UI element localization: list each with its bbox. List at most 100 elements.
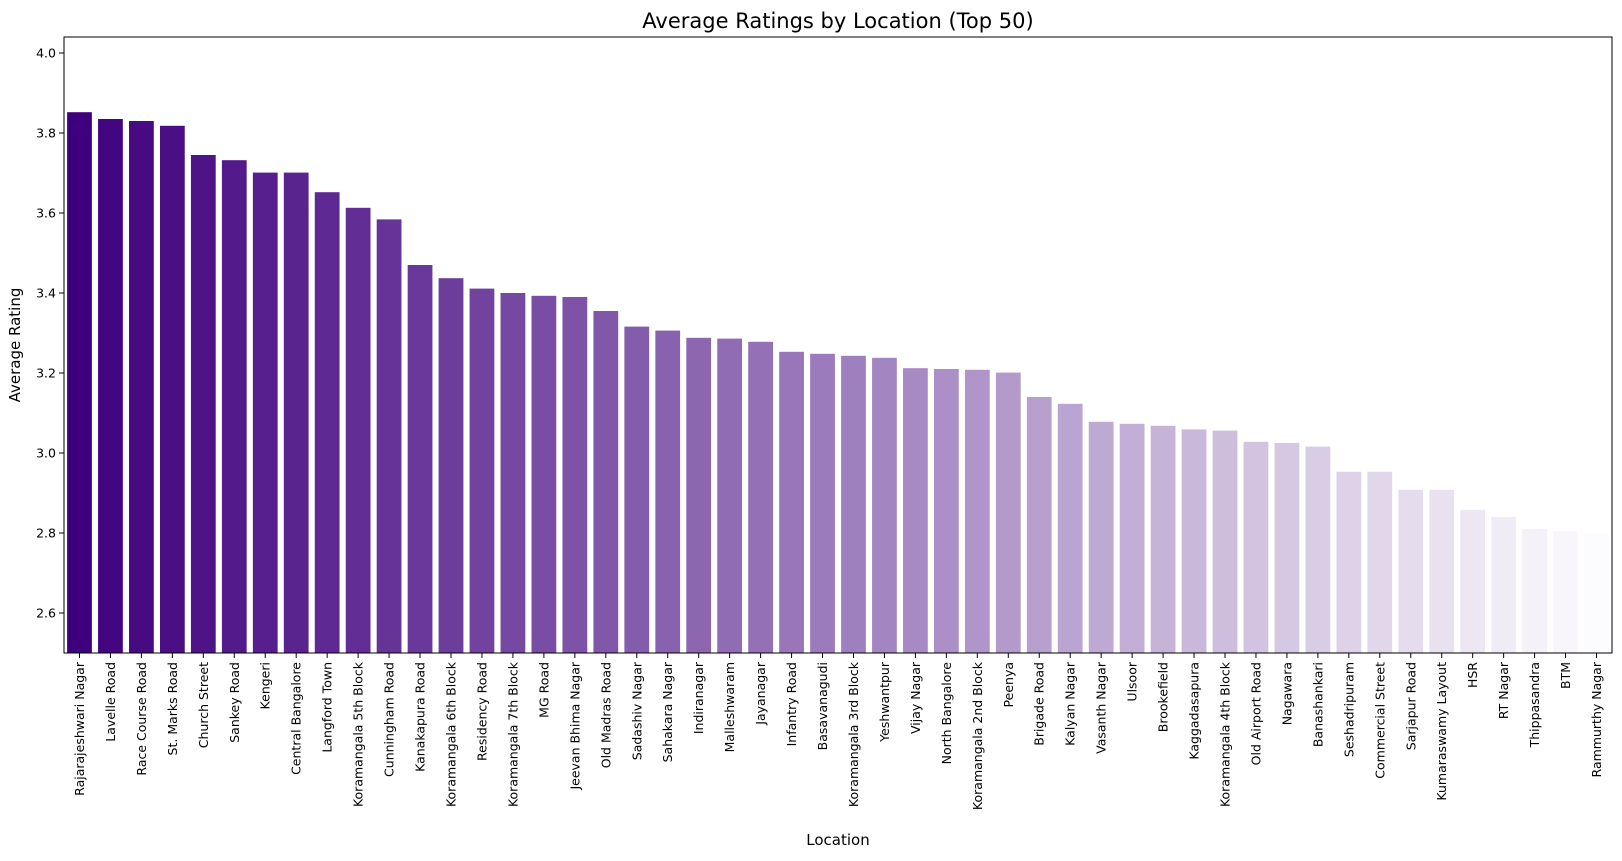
bar xyxy=(1150,425,1176,653)
bar xyxy=(252,172,278,653)
bar xyxy=(1584,533,1609,653)
bar xyxy=(500,293,526,653)
x-tick-label: Malleshwaram xyxy=(722,662,737,752)
x-tick-label: Brookefield xyxy=(1156,662,1171,732)
x-tick-label: Kalyan Nagar xyxy=(1063,661,1078,746)
bar xyxy=(283,172,309,653)
bar xyxy=(1181,429,1207,653)
bar xyxy=(1274,443,1300,653)
x-tick-label: Vasanth Nagar xyxy=(1094,661,1109,754)
x-tick-label: Peenya xyxy=(1001,662,1016,707)
bar xyxy=(810,353,835,653)
bar xyxy=(1119,423,1145,653)
bar xyxy=(1367,471,1393,653)
x-tick-label: Koramangala 7th Block xyxy=(505,661,520,807)
bar xyxy=(1522,529,1547,653)
bar xyxy=(655,330,681,653)
bar xyxy=(1460,509,1486,653)
bar xyxy=(1336,471,1362,653)
x-tick-label: Kaggadasapura xyxy=(1187,662,1202,760)
bar xyxy=(221,160,247,653)
bar xyxy=(67,112,92,653)
bar xyxy=(903,368,928,653)
x-tick-label: Cunningham Road xyxy=(382,662,397,777)
x-tick-label: RT Nagar xyxy=(1496,661,1511,719)
bar xyxy=(748,341,773,653)
y-tick-label: 3.8 xyxy=(36,126,56,141)
bar xyxy=(717,338,743,653)
bar xyxy=(469,288,495,653)
x-tick-label: Old Airport Road xyxy=(1248,662,1263,765)
x-tick-label: Lavelle Road xyxy=(103,662,118,742)
x-tick-label: Infantry Road xyxy=(784,662,799,746)
x-tick-label: Langford Town xyxy=(320,662,335,753)
x-tick-label: Koramangala 5th Block xyxy=(351,661,366,807)
x-tick-label: Rammurthy Nagar xyxy=(1589,661,1604,777)
x-tick-label: Kengeri xyxy=(258,662,273,709)
x-tick-label: Jeevan Bhima Nagar xyxy=(567,661,582,790)
x-tick-label: Koramangala 6th Block xyxy=(444,661,459,807)
bar xyxy=(190,155,216,653)
bar xyxy=(995,372,1021,653)
x-tick-label: Sarjapur Road xyxy=(1403,662,1418,750)
bar xyxy=(376,219,402,653)
x-tick-label: Koramangala 4th Block xyxy=(1218,661,1233,807)
bar xyxy=(407,265,433,653)
bar xyxy=(562,297,588,653)
x-tick-label: Jayanagar xyxy=(753,661,768,726)
x-tick-label: Yeshwantpur xyxy=(877,661,892,743)
x-tick-label: Kumaraswamy Layout xyxy=(1434,662,1449,801)
x-tick-label: Central Bangalore xyxy=(289,662,304,775)
y-ticks-layer: 2.6 2.8 3.0 3.2 3.4 3.6 3.8 4.0 xyxy=(36,46,64,621)
x-tick-label: Church Street xyxy=(196,662,211,748)
y-tick-label: 3.2 xyxy=(36,366,56,381)
x-tick-label: Sadashiv Nagar xyxy=(629,661,644,760)
x-tick-label: Brigade Road xyxy=(1032,662,1047,746)
plot-frame xyxy=(63,36,1613,654)
bar xyxy=(438,278,464,653)
y-tick-label: 3.0 xyxy=(36,446,56,461)
x-tick-label: Koramangala 2nd Block xyxy=(970,661,985,810)
x-tick-label: Nagawara xyxy=(1279,662,1294,725)
bar xyxy=(1305,446,1331,653)
bar xyxy=(624,326,650,653)
bar xyxy=(1088,421,1114,653)
y-axis-label: Average Rating xyxy=(6,288,24,403)
y-tick-label: 2.6 xyxy=(36,606,56,621)
bar xyxy=(345,207,371,654)
x-tick-label: Race Course Road xyxy=(134,662,149,776)
x-tick-label: Kanakapura Road xyxy=(413,662,428,772)
x-tick-label: Thippasandra xyxy=(1527,662,1542,748)
x-tick-label: Banashankari xyxy=(1310,662,1325,747)
bar xyxy=(1026,397,1052,653)
y-tick-label: 2.8 xyxy=(36,526,56,541)
bar xyxy=(1243,441,1269,653)
x-tick-label: Residency Road xyxy=(474,662,489,761)
bar xyxy=(531,295,557,653)
bar xyxy=(964,369,990,653)
bar xyxy=(159,125,185,654)
x-tick-label: BTM xyxy=(1558,662,1573,689)
y-tick-label: 4.0 xyxy=(36,46,56,61)
bar xyxy=(98,119,123,653)
x-tick-label: St. Marks Road xyxy=(165,662,180,755)
x-tick-label: Old Madras Road xyxy=(598,662,613,768)
x-tick-label: Rajarajeshwari Nagar xyxy=(72,661,87,796)
x-tick-label: Ulsoor xyxy=(1125,661,1140,701)
bar xyxy=(841,355,866,653)
x-tick-label: MG Road xyxy=(536,662,551,718)
x-tick-label: North Bangalore xyxy=(939,662,954,765)
bar xyxy=(779,351,804,653)
bar xyxy=(1553,531,1578,653)
x-tick-label: Sankey Road xyxy=(227,662,242,743)
x-tick-label: Commercial Street xyxy=(1372,662,1387,779)
bars-layer xyxy=(67,112,1609,654)
bar xyxy=(1491,517,1517,653)
x-axis-label: Location xyxy=(806,831,869,849)
chart-title: Average Ratings by Location (Top 50) xyxy=(642,9,1033,33)
y-tick-label: 3.6 xyxy=(36,206,56,221)
x-tick-label: Vijay Nagar xyxy=(908,661,923,734)
x-tick-label: Seshadripuram xyxy=(1341,662,1356,757)
